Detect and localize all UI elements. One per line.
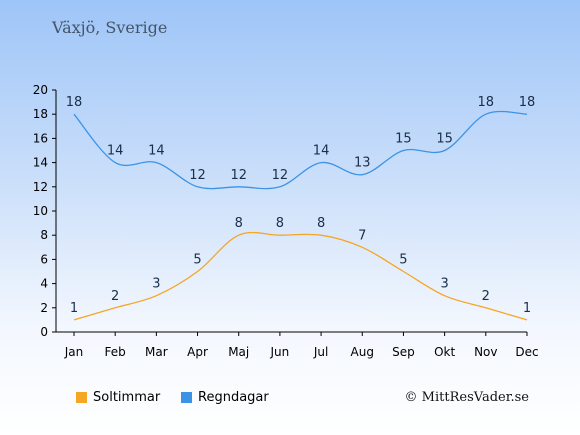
legend-sun-label: Soltimmar [93, 390, 161, 405]
x-tick-label: Jan [64, 345, 84, 359]
rain-data-label: 15 [436, 132, 453, 147]
rain-data-label: 18 [519, 95, 536, 110]
x-tick-label: Nov [474, 345, 497, 359]
y-tick-label: 10 [33, 204, 48, 218]
legend-sun-swatch [76, 392, 87, 403]
sun-series-line [73, 231, 528, 321]
sun-data-label: 1 [523, 301, 531, 316]
sun-data-label: 8 [235, 216, 243, 231]
rain-data-label: 18 [66, 95, 83, 110]
location-title: Växjö, Sverige [52, 18, 168, 37]
legend-sun: Soltimmar [76, 390, 160, 405]
copyright-text: © MittResVader.se [404, 390, 529, 405]
x-tick-label: Apr [187, 345, 208, 359]
rain-data-label: 15 [395, 132, 412, 147]
x-tick-label: Feb [105, 345, 126, 359]
y-tick-label: 18 [33, 107, 48, 121]
x-tick-label: Jul [313, 345, 328, 359]
rain-data-label: 12 [272, 168, 289, 183]
y-tick-label: 12 [33, 180, 48, 194]
y-tick-label: 14 [33, 156, 48, 170]
rain-data-label: 14 [107, 144, 124, 159]
rain-data-label: 18 [478, 95, 495, 110]
rain-series-line [73, 110, 528, 190]
legend-rain-label: Regndagar [198, 390, 269, 405]
y-tick-label: 16 [33, 131, 48, 145]
x-tick-label: Jun [270, 345, 290, 359]
y-tick-label: 0 [40, 325, 48, 339]
y-tick-label: 8 [40, 228, 48, 242]
rain-data-label: 14 [148, 144, 165, 159]
rain-data-label: 12 [230, 168, 247, 183]
legend-rain: Regndagar [181, 390, 269, 405]
y-tick-label: 4 [40, 277, 48, 291]
sun-data-label: 3 [440, 277, 448, 292]
sun-data-label: 8 [317, 216, 325, 231]
sun-data-label: 1 [70, 301, 78, 316]
x-tick-label: Sep [392, 345, 415, 359]
x-tick-label: Aug [351, 345, 374, 359]
y-tick-label: 6 [40, 252, 48, 266]
rain-data-label: 13 [354, 156, 371, 171]
sun-data-label: 5 [399, 253, 407, 268]
x-tick-label: Maj [228, 345, 249, 359]
x-tick-label: Okt [434, 345, 455, 359]
rain-data-label: 14 [313, 144, 330, 159]
sun-data-label: 2 [111, 289, 119, 304]
x-tick-label: Dec [515, 345, 538, 359]
legend-rain-swatch [181, 392, 192, 403]
sun-data-label: 7 [358, 228, 366, 243]
sun-data-label: 2 [482, 289, 490, 304]
series-lines [73, 110, 528, 321]
rain-data-label: 12 [189, 168, 206, 183]
sun-data-label: 5 [193, 253, 201, 268]
y-tick-label: 2 [40, 301, 48, 315]
sun-data-label: 3 [152, 277, 160, 292]
sun-data-label: 8 [276, 216, 284, 231]
y-tick-label: 20 [33, 83, 48, 97]
x-tick-label: Mar [145, 345, 168, 359]
